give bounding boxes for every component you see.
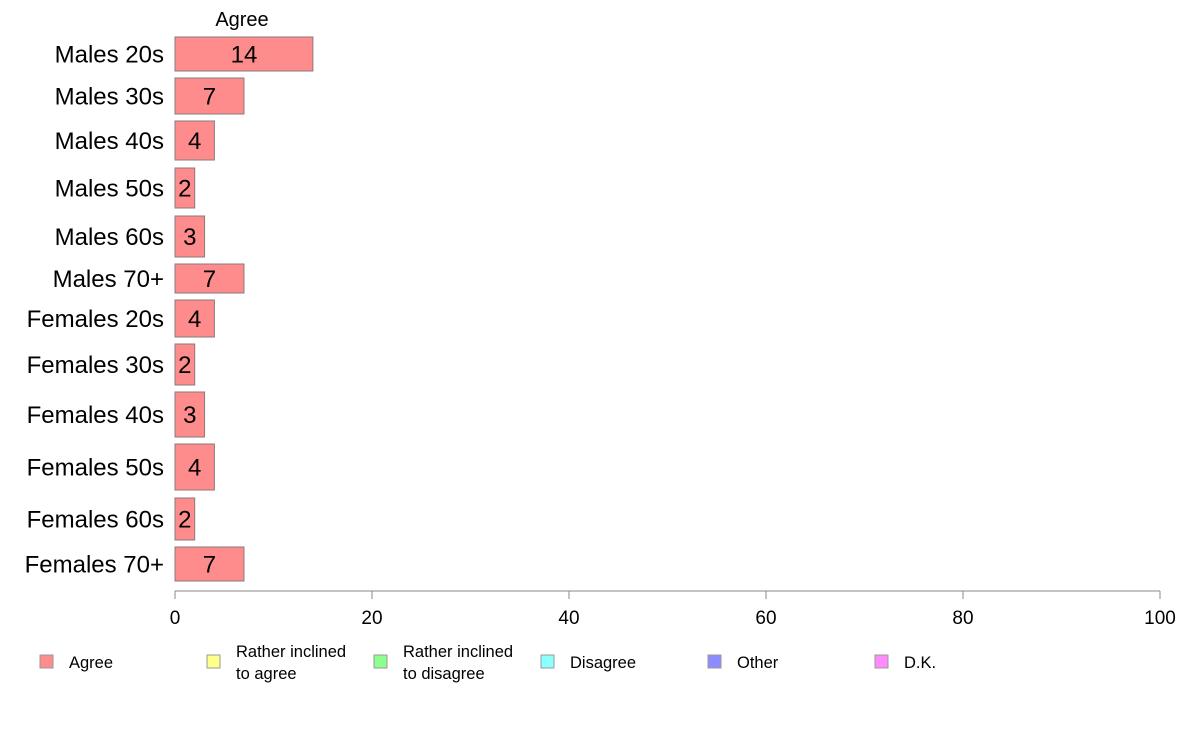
category-label: Females 50s: [27, 455, 164, 482]
bar-value-label: 7: [203, 84, 216, 111]
legend-label: Rather inclined: [403, 643, 513, 661]
bar-value-label: 2: [178, 352, 191, 379]
bar-value-label: 4: [188, 306, 201, 333]
bar-value-label: 2: [178, 176, 191, 203]
bar-value-label: 3: [183, 224, 196, 251]
bar-value-label: 7: [203, 266, 216, 293]
legend-swatch: [206, 654, 221, 669]
legend-swatch: [39, 654, 54, 669]
x-tick-label: 40: [558, 608, 579, 629]
bar-value-label: 4: [188, 455, 201, 482]
bar: [174, 299, 215, 338]
bar: [174, 443, 215, 491]
bar: [174, 546, 245, 582]
x-tick-label: 100: [1144, 608, 1176, 629]
category-label: Males 20s: [55, 42, 164, 69]
x-tick-label: 20: [361, 608, 382, 629]
bar: [174, 215, 206, 258]
bar-value-label: 14: [231, 42, 258, 69]
bar: [174, 391, 206, 438]
legend-label: Disagree: [570, 654, 636, 672]
category-label: Males 50s: [55, 176, 164, 203]
category-label: Females 40s: [27, 402, 164, 429]
category-label: Males 70+: [53, 266, 164, 293]
x-tick-label: 80: [952, 608, 973, 629]
bar: [174, 120, 215, 161]
series-title: Agree: [215, 9, 268, 31]
bar: [174, 263, 245, 294]
bar: [174, 167, 196, 209]
category-label: Females 30s: [27, 352, 164, 379]
legend-label: to disagree: [403, 665, 485, 683]
bar: [174, 36, 314, 72]
x-tick-label: 0: [170, 608, 181, 629]
category-label: Males 40s: [55, 128, 164, 155]
legend-swatch: [707, 654, 722, 669]
bar-value-label: 3: [183, 402, 196, 429]
category-label: Males 60s: [55, 224, 164, 251]
category-label: Males 30s: [55, 84, 164, 111]
bar: [174, 77, 245, 115]
legend-swatch: [540, 654, 555, 669]
category-label: Females 70+: [25, 552, 164, 579]
legend-label: Agree: [69, 654, 113, 672]
legend-swatch: [373, 654, 388, 669]
legend-label: D.K.: [904, 654, 936, 672]
legend-label: Other: [737, 654, 779, 672]
bar: [174, 343, 196, 386]
category-label: Females 60s: [27, 507, 164, 534]
bar: [174, 497, 196, 541]
legend-label: Rather inclined: [236, 643, 346, 661]
bar-value-label: 7: [203, 552, 216, 579]
legend-swatch: [874, 654, 889, 669]
category-label: Females 20s: [27, 306, 164, 333]
bar-value-label: 4: [188, 128, 201, 155]
legend-label: to agree: [236, 665, 297, 683]
x-tick-label: 60: [755, 608, 776, 629]
bar-value-label: 2: [178, 507, 191, 534]
